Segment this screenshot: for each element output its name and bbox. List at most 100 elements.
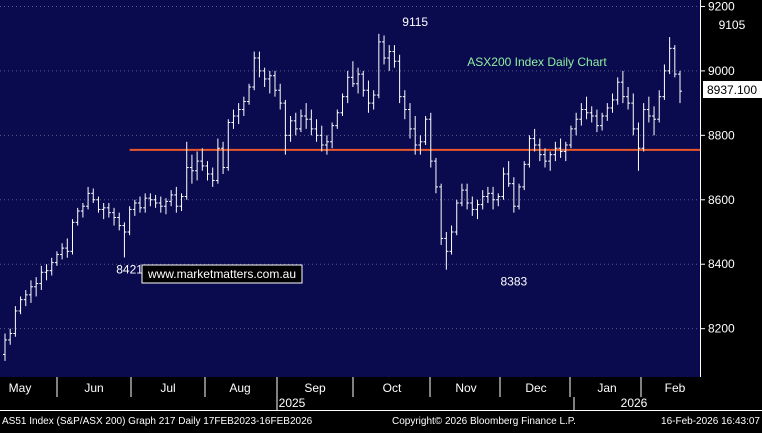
ohlc-bar — [200, 148, 205, 171]
ohlc-bar — [626, 87, 631, 110]
price-annotation: 8421 — [116, 262, 143, 276]
ohlc-bar — [511, 177, 516, 213]
ohlc-bar — [387, 45, 392, 71]
ohlc-bar — [678, 70, 682, 104]
x-month-label: Sep — [304, 381, 326, 395]
ohlc-bar — [485, 186, 490, 203]
ohlc-bar — [215, 138, 220, 184]
y-tick-label: 8400 — [708, 257, 735, 271]
ohlc-bar — [543, 148, 547, 168]
ohlc-bar — [610, 93, 615, 113]
ohlc-bar — [293, 112, 298, 136]
ohlc-bar — [371, 90, 376, 110]
ohlc-bar — [169, 190, 174, 207]
ohlc-bar — [179, 193, 184, 212]
ohlc-bar — [163, 198, 168, 215]
ohlc-bar — [39, 265, 44, 290]
ohlc-bar — [262, 67, 267, 87]
ohlc-bar — [397, 54, 402, 104]
ohlc-bar — [392, 45, 397, 68]
ohlc-bar — [568, 125, 573, 149]
annotations: 8421 9115 8383 9105 — [116, 15, 745, 289]
ohlc-bar — [304, 103, 309, 129]
ohlc-bar — [148, 193, 153, 207]
ohlc-bar — [158, 196, 163, 213]
x-month-label: Aug — [229, 381, 250, 395]
ohlc-bar — [439, 183, 444, 245]
ohlc-bar — [138, 196, 142, 213]
ohlc-bar — [319, 125, 324, 152]
y-axis: 8200 8400 8600 8800 9000 9200 — [700, 0, 735, 377]
ohlc-bar — [91, 188, 96, 203]
ohlc-bar — [184, 141, 189, 200]
y-tick-label: 9000 — [708, 64, 735, 78]
ohlc-bar — [3, 333, 7, 361]
ohlc-bar — [44, 264, 49, 281]
ohlc-bar — [537, 138, 542, 162]
ohlc-bar — [517, 183, 522, 210]
ohlc-bar — [672, 45, 677, 78]
ohlc-bar — [594, 109, 599, 133]
price-annotation: 9115 — [402, 15, 428, 29]
ohlc-bar — [70, 219, 75, 255]
ohlc-bar — [667, 37, 672, 75]
ohlc-bar — [605, 103, 610, 121]
ohlc-bar — [475, 199, 480, 220]
ohlc-bar — [522, 161, 527, 191]
ohlc-bar — [189, 154, 194, 184]
footer-right: 16-Feb-2026 16:43:07 — [661, 416, 760, 427]
ohlc-bar — [132, 199, 137, 216]
ohlc-bar — [646, 96, 651, 123]
watermark-box — [141, 264, 303, 284]
x-month-label: Jul — [160, 381, 175, 395]
ohlc-bar — [34, 277, 39, 297]
ohlc-bar — [340, 93, 345, 116]
footer-left: AS51 Index (S&P/ASX 200) Graph 217 Daily… — [2, 416, 313, 427]
ohlc-bar — [428, 112, 433, 168]
ohlc-bar — [641, 103, 646, 152]
y-tick-label: 8800 — [708, 128, 735, 142]
ohlc-bar — [117, 212, 122, 231]
x-month-label: Nov — [455, 381, 476, 395]
ohlc-bar — [506, 161, 511, 187]
x-month-label: May — [9, 381, 32, 395]
ohlc-bar — [18, 296, 23, 315]
ohlc-bar — [278, 83, 283, 110]
x-year-label: 2025 — [279, 396, 306, 410]
ohlc-bar — [558, 138, 563, 158]
ohlc-bar — [496, 193, 501, 207]
ohlc-bar — [366, 80, 371, 113]
ohlc-bar — [480, 190, 485, 210]
chart-title: ASX200 Index Daily Chart — [467, 55, 607, 69]
last-price-label: 8937.100 — [707, 83, 757, 97]
ohlc-bar — [112, 207, 117, 226]
ohlc-bar — [636, 122, 641, 171]
plot-area — [0, 0, 700, 377]
ohlc-bar — [195, 151, 200, 181]
ohlc-bar — [273, 70, 277, 97]
ohlc-bar — [574, 112, 579, 136]
ohlc-bar — [101, 203, 106, 220]
ohlc-bar — [153, 194, 158, 208]
y-tick-label: 8600 — [708, 193, 735, 207]
ohlc-bar — [335, 109, 340, 129]
ohlc-bar — [465, 183, 470, 210]
ohlc-bar — [454, 199, 459, 236]
x-month-label: Oct — [383, 381, 402, 395]
ohlc-bar — [241, 96, 246, 116]
ohlc-bar — [288, 116, 293, 142]
ohlc-bar — [589, 106, 594, 123]
ohlc-bar — [470, 196, 475, 216]
ohlc-bar — [631, 93, 636, 136]
ohlc-bar — [28, 280, 33, 303]
ohlc-bar — [226, 119, 231, 171]
ohlc-bar — [491, 186, 496, 210]
watermark-text: www.marketmatters.com.au — [147, 267, 296, 281]
y-tick-label: 8200 — [708, 322, 735, 336]
ohlc-bar — [600, 112, 605, 131]
x-month-label: Dec — [525, 381, 546, 395]
ohlc-bar — [210, 167, 215, 187]
ohlc-bar — [413, 116, 418, 155]
